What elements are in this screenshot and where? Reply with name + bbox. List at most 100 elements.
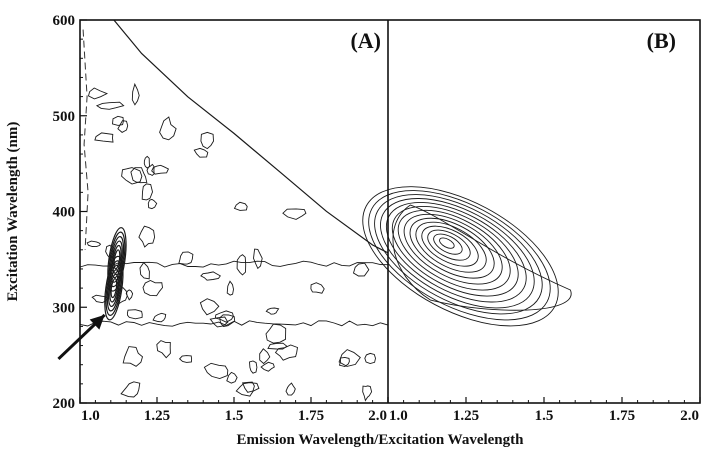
panel-a-peak-contour <box>112 244 122 274</box>
panel-a-noise-contour <box>233 201 248 211</box>
panel-a-noise-contour <box>249 360 258 374</box>
y-tick-label: 500 <box>53 109 76 125</box>
panel-a-noise-contour <box>199 298 220 316</box>
panel-b-contour-level <box>374 194 543 315</box>
panel-b-contour-level <box>380 198 535 309</box>
panel-b-contour-level <box>403 213 503 285</box>
panel-a-peak-contour <box>105 260 123 316</box>
panel-a-noise-contour <box>226 371 238 384</box>
panel-a-noise-contour <box>131 82 140 106</box>
axis-labels: Excitation Wavelength (nm) Emission Wavel… <box>5 28 676 448</box>
panel-a-noise-contour <box>121 167 143 185</box>
panel-a-noise-contour <box>125 289 134 301</box>
panel-a-peak-contour <box>111 240 123 279</box>
panel-a-dashed-contour <box>82 29 89 250</box>
panel-a-peak-contour <box>113 249 121 270</box>
panel-a-noise-contour <box>86 240 102 248</box>
panel-a-noise-contour <box>200 271 221 281</box>
panel-b-contour-level <box>427 229 471 261</box>
panel-b-contour-level <box>362 186 559 327</box>
panel-a-peak-contour <box>104 255 124 321</box>
panel-a-x-tick-label: 2.0 <box>368 408 387 424</box>
panel-a-noise-contour <box>209 316 229 328</box>
panel-a-noise-contour <box>126 309 143 320</box>
panel-a-noise-contour <box>143 155 150 169</box>
panel-b <box>362 186 572 327</box>
panel-a-noise-contour <box>112 115 124 126</box>
panel-a-noise-contour <box>130 167 148 184</box>
panel-a-noise-contour <box>235 382 260 397</box>
panel-b-label: (B) <box>647 28 676 53</box>
panel-a-label: (A) <box>350 28 381 53</box>
panel-a-noise-contour <box>139 261 150 280</box>
panel-a-noise-contour <box>265 323 287 344</box>
panel-a-peak-contour <box>109 235 125 283</box>
panel-a-noise-contour <box>122 346 144 367</box>
panel-a-noise-contour <box>338 349 361 367</box>
y-tick-label: 300 <box>53 300 76 316</box>
plot-frame <box>79 19 701 404</box>
panel-a-noise-contour <box>203 362 229 379</box>
panel-b-contour-level <box>385 201 527 303</box>
panel-b-x-tick-label: 1.0 <box>389 408 408 424</box>
panel-a-noise-contour <box>362 385 373 402</box>
panel-a-noise-contour <box>260 361 275 372</box>
arrow-head <box>89 314 105 330</box>
panel-a-noise-contour <box>95 101 125 110</box>
panel-b-x-tick-label: 2.0 <box>680 408 699 424</box>
panel-a-peak-contour <box>106 264 122 312</box>
panel-b-contour-level <box>368 190 551 321</box>
panel-a-noise-contour <box>338 356 350 367</box>
panel-a-noise-contour <box>310 282 325 294</box>
panel-a-band-contour <box>79 260 389 268</box>
panel-b-contour-level <box>433 233 463 255</box>
panel-a-noise-contour <box>151 164 169 175</box>
y-tick-label: 600 <box>53 13 76 29</box>
y-tick-label: 400 <box>53 205 76 221</box>
panel-a-noise-contour <box>87 87 108 100</box>
panel-a-noise-contour <box>219 314 236 327</box>
panel-a-noise-contour <box>142 279 163 297</box>
panel-a-noise-contour <box>147 198 158 210</box>
panel-b-contour-level <box>421 225 479 267</box>
panel-a-noise-contour <box>156 340 171 359</box>
panel-a-x-tick-label: 1.5 <box>225 408 244 424</box>
panel-b-outer-contour <box>392 204 572 311</box>
panel-a-noise-contour <box>352 262 370 277</box>
panel-b-x-tick-label: 1.75 <box>609 408 635 424</box>
panel-a-noise-contour <box>193 147 209 158</box>
panel-a <box>57 19 389 402</box>
panel-b-contour-level <box>409 217 495 279</box>
panel-a-boundary-contour <box>113 19 389 254</box>
y-tick-label: 200 <box>53 396 76 412</box>
panel-b-x-tick-label: 1.5 <box>535 408 554 424</box>
y-axis-title: Excitation Wavelength (nm) <box>5 122 21 302</box>
panel-a-noise-contour <box>226 280 234 296</box>
x-axis-title: Emission Wavelength/Excitation Wavelengt… <box>237 432 525 448</box>
panel-a-band-contour <box>79 320 389 327</box>
panel-a-noise-contour <box>253 248 263 270</box>
panel-b-contour-level <box>391 205 519 297</box>
panel-a-noise-contour <box>214 310 234 323</box>
panel-a-peak-contour <box>109 273 119 303</box>
panel-a-noise-contour <box>152 312 167 323</box>
panel-a-noise-contour <box>120 381 141 398</box>
panel-a-noise-contour <box>200 131 214 150</box>
panel-a-peak-contour <box>108 231 126 288</box>
panel-a-noise-contour <box>267 342 288 350</box>
panel-b-x-tick-label: 1.25 <box>453 408 479 424</box>
panel-a-noise-contour <box>178 355 193 363</box>
panel-b-contour-level <box>397 209 511 291</box>
panel-a-x-tick-label: 1.0 <box>81 408 100 424</box>
panel-a-x-tick-label: 1.25 <box>144 408 170 424</box>
panel-a-noise-contour <box>178 251 194 265</box>
panel-a-x-tick-label: 1.75 <box>298 408 324 424</box>
panel-a-noise-contour <box>94 132 114 143</box>
panel-a-noise-contour <box>259 348 271 365</box>
panel-a-noise-contour <box>138 225 156 248</box>
panel-a-noise-contour <box>159 116 177 141</box>
panel-a-noise-contour <box>146 163 155 177</box>
panel-a-noise-contour <box>282 208 307 220</box>
